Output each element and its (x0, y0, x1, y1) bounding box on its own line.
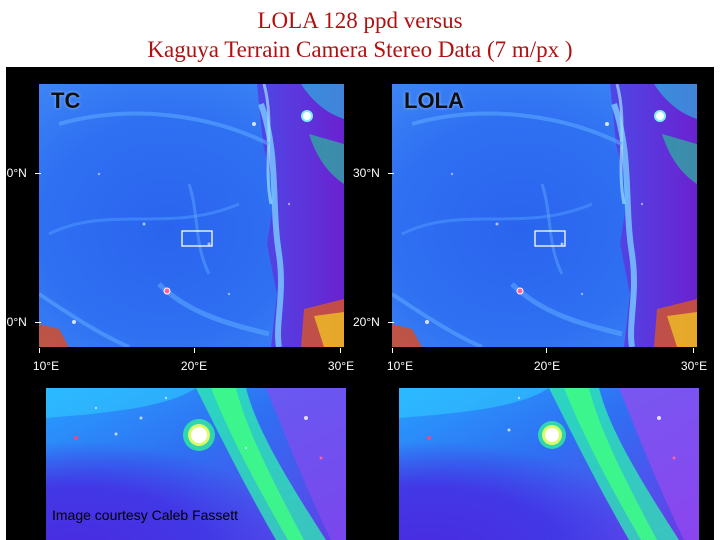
tc-lat-30n: 30°N (6, 166, 27, 180)
lola-map-label: LOLA (404, 88, 464, 113)
tc-lon-30e: 30°E (327, 359, 355, 373)
tc-lat-20n: 20°N (6, 315, 27, 329)
image-credit: Image courtesy Caleb Fassett (52, 507, 238, 523)
lola-lat-20n: 20°N (353, 315, 380, 329)
lola-map: LOLA (392, 84, 697, 347)
tc-tick-20e (194, 348, 195, 353)
tc-lon-20e: 20°E (180, 359, 208, 373)
tc-tick-10e (39, 348, 40, 353)
tc-tick-30n (35, 173, 41, 174)
lola-tick-20n (388, 322, 394, 323)
lola-tick-30e (693, 348, 694, 353)
title-line-2: Kaguya Terrain Camera Stereo Data (7 m/p… (147, 37, 573, 62)
tc-zoom-image (46, 388, 346, 540)
lola-lon-30e: 30°E (680, 359, 708, 373)
tc-lon-10e: 10°E (32, 359, 60, 373)
lola-lon-10e: 10°E (386, 359, 414, 373)
lola-lon-20e: 20°E (533, 359, 561, 373)
tc-tick-20n (35, 322, 41, 323)
lola-map-image (392, 84, 697, 347)
slide-title: LOLA 128 ppd versus Kaguya Terrain Camer… (0, 6, 720, 64)
tc-map-label: TC (51, 88, 81, 113)
lola-tick-20e (546, 348, 547, 353)
lola-tick-30n (388, 173, 394, 174)
lola-zoom-image (399, 388, 699, 540)
lola-tick-10e (392, 348, 393, 353)
tc-map-image (39, 84, 344, 347)
comparison-panel: TC 30°N 20°N 10°E 20°E 30°E (6, 67, 714, 540)
tc-map: TC (39, 84, 344, 347)
lola-lat-30n: 30°N (353, 166, 380, 180)
title-line-1: LOLA 128 ppd versus (257, 8, 463, 33)
tc-tick-30e (340, 348, 341, 353)
